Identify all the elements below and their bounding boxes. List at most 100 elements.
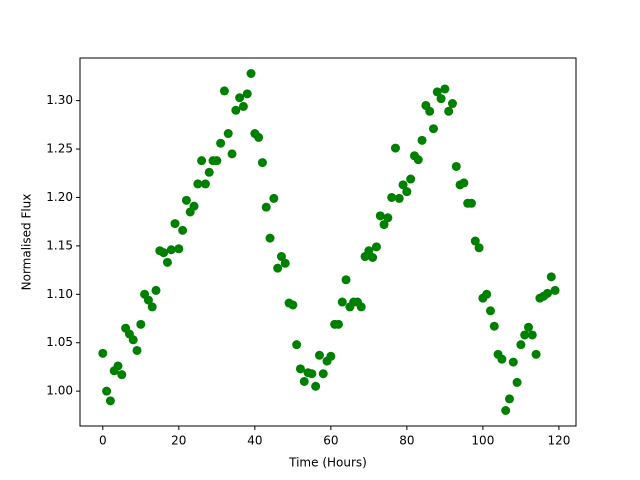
point bbox=[105, 396, 115, 406]
point bbox=[227, 149, 237, 159]
x-tick-label: 100 bbox=[471, 434, 494, 448]
point bbox=[223, 129, 233, 139]
point bbox=[451, 161, 461, 171]
point bbox=[436, 94, 446, 104]
point bbox=[466, 198, 476, 208]
point bbox=[542, 288, 552, 298]
point bbox=[166, 245, 176, 255]
point bbox=[440, 84, 450, 94]
point bbox=[428, 124, 438, 134]
point bbox=[444, 106, 454, 116]
point bbox=[318, 369, 328, 379]
point bbox=[333, 319, 343, 329]
y-tick-label: 1.15 bbox=[46, 238, 73, 252]
point bbox=[314, 350, 324, 360]
point bbox=[523, 322, 533, 332]
point bbox=[128, 335, 138, 345]
y-tick-label: 1.10 bbox=[46, 287, 73, 301]
point bbox=[246, 68, 256, 78]
x-tick-label: 0 bbox=[99, 434, 107, 448]
point bbox=[383, 213, 393, 223]
point bbox=[113, 361, 123, 371]
point bbox=[219, 86, 229, 96]
point bbox=[197, 156, 207, 166]
point bbox=[447, 99, 457, 109]
point bbox=[292, 340, 302, 350]
point bbox=[356, 302, 366, 312]
y-tick-label: 1.00 bbox=[46, 384, 73, 398]
point bbox=[459, 178, 469, 188]
point bbox=[337, 297, 347, 307]
point bbox=[132, 345, 142, 355]
point bbox=[485, 306, 495, 316]
point bbox=[98, 348, 108, 358]
point bbox=[489, 321, 499, 331]
x-tick-label: 120 bbox=[547, 434, 570, 448]
y-tick-label: 1.30 bbox=[46, 93, 73, 107]
point bbox=[117, 370, 127, 380]
point bbox=[501, 406, 511, 416]
point bbox=[280, 258, 290, 268]
point bbox=[432, 87, 442, 97]
x-tick-label: 80 bbox=[399, 434, 414, 448]
point bbox=[143, 295, 153, 305]
point bbox=[371, 242, 381, 252]
y-tick-label: 1.05 bbox=[46, 335, 73, 349]
point bbox=[398, 180, 408, 190]
point bbox=[508, 357, 518, 367]
point bbox=[212, 156, 222, 166]
point bbox=[174, 244, 184, 254]
point bbox=[159, 248, 169, 258]
point bbox=[375, 211, 385, 221]
point bbox=[235, 93, 245, 103]
point bbox=[276, 252, 286, 262]
point bbox=[162, 257, 172, 267]
point bbox=[273, 263, 283, 273]
point bbox=[136, 319, 146, 329]
point bbox=[417, 135, 427, 145]
point bbox=[474, 243, 484, 253]
point bbox=[181, 195, 191, 205]
point bbox=[204, 167, 214, 177]
x-tick-label: 20 bbox=[171, 434, 186, 448]
point bbox=[379, 220, 389, 230]
point bbox=[546, 272, 556, 282]
point bbox=[254, 132, 264, 142]
point bbox=[307, 369, 317, 379]
point bbox=[497, 354, 507, 364]
point bbox=[326, 351, 336, 361]
point bbox=[516, 340, 526, 350]
point bbox=[368, 252, 378, 262]
point bbox=[413, 155, 423, 165]
point bbox=[238, 101, 248, 111]
point bbox=[470, 236, 480, 246]
point bbox=[394, 193, 404, 203]
point bbox=[550, 285, 560, 295]
point bbox=[512, 377, 522, 387]
point bbox=[178, 225, 188, 235]
y-tick-label: 1.25 bbox=[46, 142, 73, 156]
x-tick-label: 60 bbox=[323, 434, 338, 448]
point bbox=[299, 376, 309, 386]
x-tick-label: 40 bbox=[247, 434, 262, 448]
point bbox=[102, 386, 112, 396]
point bbox=[387, 192, 397, 202]
x-axis-label: Time (Hours) bbox=[288, 456, 367, 470]
point bbox=[151, 285, 161, 295]
point bbox=[341, 275, 351, 285]
point bbox=[402, 187, 412, 197]
point bbox=[216, 138, 226, 148]
point bbox=[189, 201, 199, 211]
point bbox=[200, 179, 210, 189]
point bbox=[231, 105, 241, 115]
point bbox=[265, 233, 275, 243]
point bbox=[531, 349, 541, 359]
point bbox=[261, 202, 271, 212]
y-tick-label: 1.20 bbox=[46, 190, 73, 204]
point bbox=[520, 330, 530, 340]
point bbox=[295, 364, 305, 374]
point bbox=[269, 193, 279, 203]
point bbox=[482, 289, 492, 299]
point bbox=[288, 300, 298, 310]
